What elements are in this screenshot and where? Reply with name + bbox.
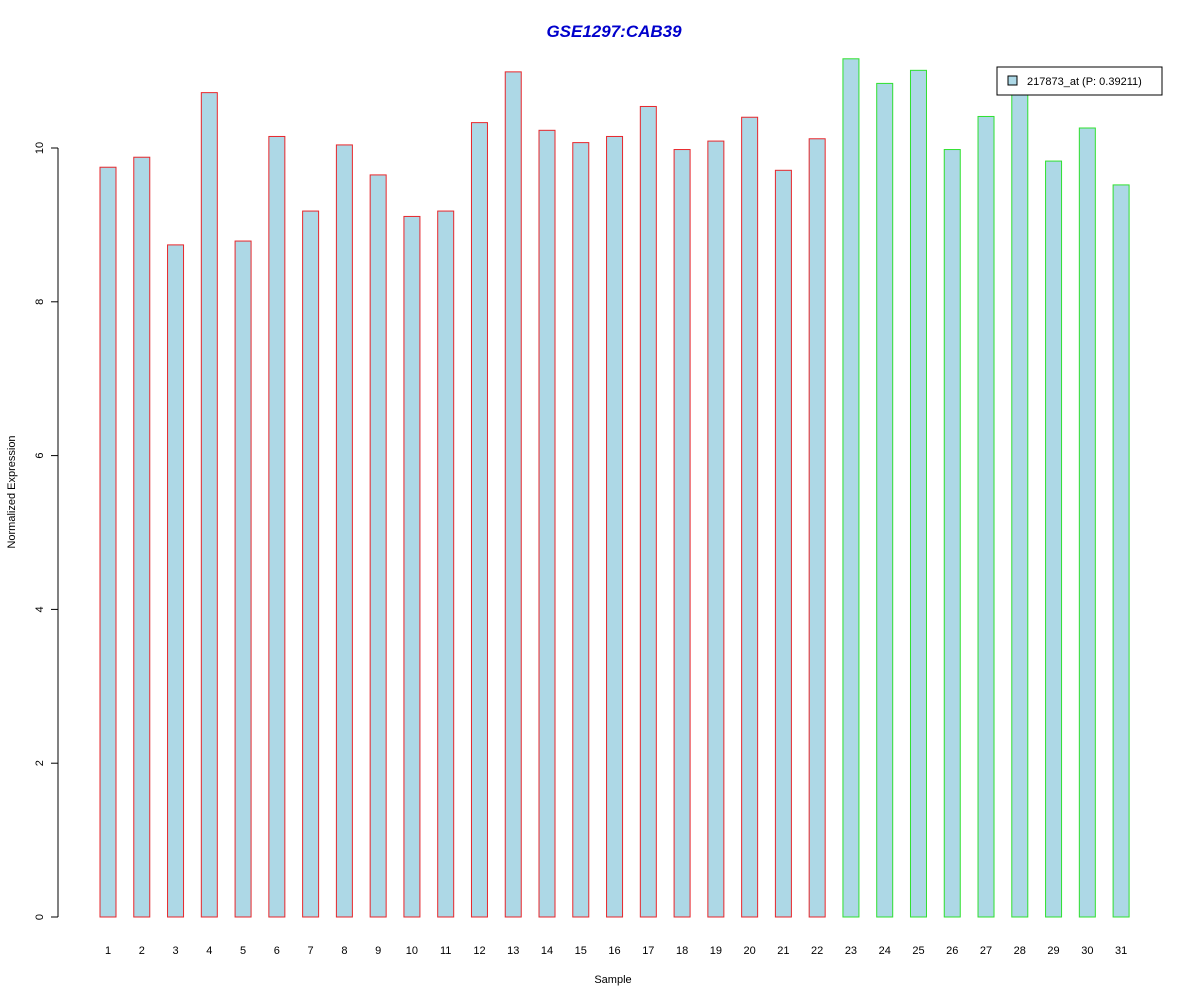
bar-sample-23 [842,58,860,918]
bar-sample-19 [707,140,725,918]
bar-sample-25 [909,69,927,918]
y-axis-label: Normalized Expression [6,435,18,548]
x-tick-label: 21 [777,945,789,957]
bar-sample-29 [1045,160,1063,918]
bar-sample-18 [673,149,691,918]
bar-sample-9 [369,174,387,918]
x-tick-label: 8 [341,945,347,957]
x-axis-label: Sample [594,974,631,986]
bar-sample-5 [234,240,252,918]
bar-sample-16 [606,135,624,918]
bar-sample-10 [403,215,421,918]
x-tick-label: 3 [172,945,178,957]
legend: 217873_at (P: 0.39211) [996,66,1163,96]
x-tick-label: 20 [744,945,756,957]
y-tick-label: 4 [34,606,46,612]
x-tick-label: 14 [541,945,553,957]
bar-sample-11 [437,210,455,918]
bar-sample-1 [99,166,117,918]
x-tick-label: 1 [105,945,111,957]
y-tick-label: 0 [34,914,46,920]
x-tick-label: 25 [912,945,924,957]
x-tick-label: 15 [575,945,587,957]
x-tick-label: 12 [473,945,485,957]
x-tick-label: 5 [240,945,246,957]
bar-sample-12 [470,122,488,918]
x-tick-label: 13 [507,945,519,957]
x-tick-label: 18 [676,945,688,957]
y-tick-label: 6 [34,453,46,459]
bar-sample-13 [504,71,522,918]
y-axis: 0 2 4 6 8 10 [34,142,59,920]
x-tick-label: 7 [308,945,314,957]
x-tick-label: 24 [879,945,891,957]
x-tick-label: 27 [980,945,992,957]
y-tick-label: 10 [34,142,46,154]
chart-title: GSE1297:CAB39 [546,22,682,41]
x-tick-label: 16 [608,945,620,957]
bar-sample-28 [1011,93,1029,918]
bar-sample-14 [538,129,556,918]
x-tick-label: 28 [1014,945,1026,957]
bar-sample-4 [200,92,218,918]
x-tick-label: 19 [710,945,722,957]
bar-sample-20 [741,116,759,918]
bar-sample-7 [302,210,320,918]
legend-box [996,66,1163,96]
bar-sample-30 [1078,127,1096,918]
y-tick-label: 2 [34,760,46,766]
x-tick-label: 10 [406,945,418,957]
x-tick-label: 17 [642,945,654,957]
bar-sample-6 [268,135,286,918]
bar-sample-21 [774,169,792,918]
bar-sample-22 [808,138,826,918]
x-tick-label: 31 [1115,945,1127,957]
bar-sample-27 [977,115,995,918]
bars [99,58,1130,918]
x-tick-label: 11 [440,945,451,957]
legend-label: 217873_at (P: 0.39211) [1027,76,1142,88]
x-tick-label: 26 [946,945,958,957]
x-tick-label: 23 [845,945,857,957]
legend-swatch [1007,75,1018,86]
x-tick-label: 22 [811,945,823,957]
bar-sample-26 [943,149,961,918]
bar-sample-8 [335,144,353,918]
x-tick-label: 6 [274,945,280,957]
bar-sample-3 [167,244,185,918]
bar-sample-17 [639,105,657,918]
x-tick-labels: 1 2 3 4 5 6 7 8 9 10 11 12 13 14 15 16 17 18 19 20 21 22 23 24 2… [105,945,1127,957]
y-tick-label: 8 [34,299,46,305]
bar-sample-2 [133,156,151,918]
bar-sample-24 [876,82,894,918]
bar-sample-15 [572,142,590,918]
x-tick-label: 2 [139,945,145,957]
x-tick-label: 4 [206,945,212,957]
x-tick-label: 29 [1047,945,1059,957]
bar-sample-31 [1112,184,1130,918]
x-tick-label: 9 [375,945,381,957]
x-tick-label: 30 [1081,945,1093,957]
